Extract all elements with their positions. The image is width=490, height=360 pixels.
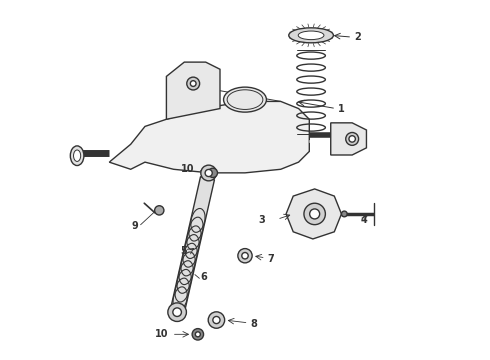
Text: 8: 8 xyxy=(250,319,257,329)
Circle shape xyxy=(213,316,220,324)
Ellipse shape xyxy=(289,28,333,43)
Text: 4: 4 xyxy=(361,215,368,225)
Text: 6: 6 xyxy=(200,272,207,282)
Circle shape xyxy=(168,303,186,321)
Polygon shape xyxy=(109,102,309,173)
Circle shape xyxy=(346,132,359,145)
Text: 7: 7 xyxy=(267,253,274,264)
Text: 5: 5 xyxy=(180,246,187,256)
Circle shape xyxy=(155,206,164,215)
Polygon shape xyxy=(331,123,367,155)
Ellipse shape xyxy=(223,87,267,112)
Circle shape xyxy=(238,249,252,263)
Circle shape xyxy=(173,308,181,316)
Text: 3: 3 xyxy=(258,215,265,225)
Circle shape xyxy=(196,332,200,337)
Polygon shape xyxy=(170,177,215,314)
Polygon shape xyxy=(286,189,342,239)
Ellipse shape xyxy=(74,150,81,161)
Circle shape xyxy=(201,165,217,181)
Circle shape xyxy=(187,77,199,90)
Circle shape xyxy=(242,252,248,259)
Ellipse shape xyxy=(71,146,84,166)
Circle shape xyxy=(304,203,325,225)
Circle shape xyxy=(342,211,347,217)
Text: 10: 10 xyxy=(181,164,194,174)
Circle shape xyxy=(208,168,218,177)
Text: 10: 10 xyxy=(155,329,168,339)
Circle shape xyxy=(192,329,203,340)
Polygon shape xyxy=(167,62,220,119)
Text: 9: 9 xyxy=(131,221,138,231)
Circle shape xyxy=(349,136,355,142)
Circle shape xyxy=(190,81,196,86)
Text: 2: 2 xyxy=(354,32,361,42)
Circle shape xyxy=(205,170,212,176)
Ellipse shape xyxy=(298,31,324,40)
Circle shape xyxy=(208,312,224,328)
Circle shape xyxy=(310,209,319,219)
Text: 1: 1 xyxy=(338,104,344,113)
